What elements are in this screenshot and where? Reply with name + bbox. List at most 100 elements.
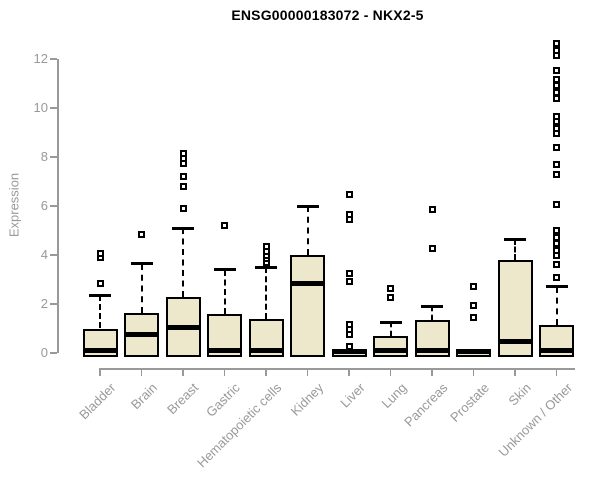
outlier-pancreas <box>428 245 436 253</box>
outlier-breast <box>179 204 187 212</box>
outlier-liver <box>345 191 353 199</box>
y-tick-label: 10 <box>33 100 48 115</box>
x-axis-tick <box>555 368 558 376</box>
median-liver <box>331 349 367 355</box>
x-tick-label-pancreas: Pancreas <box>401 380 451 430</box>
outlier-liver <box>345 343 353 351</box>
x-axis-tick <box>472 368 475 376</box>
y-axis-tick <box>50 205 57 207</box>
x-axis-tick <box>431 368 433 376</box>
outlier-unknown-other <box>553 76 560 84</box>
x-axis-tick <box>223 368 226 376</box>
x-tick-label-bladder: Bladder <box>76 380 119 423</box>
median-gastric <box>207 348 242 354</box>
box-kidney <box>290 255 325 357</box>
outlier-unknown-other <box>553 82 560 90</box>
outlier-unknown-other <box>553 143 560 151</box>
box-lung <box>373 335 408 357</box>
outlier-breast <box>179 182 187 190</box>
whisker-cap-lung <box>379 320 402 324</box>
whisker-gastric <box>223 269 226 314</box>
x-tick-label-prostate: Prostate <box>447 380 493 425</box>
outlier-unknown-other <box>553 240 560 248</box>
y-axis-tick <box>50 107 57 109</box>
median-prostate <box>456 349 491 355</box>
x-axis-tick <box>265 368 267 376</box>
whisker-cap-unknown-other <box>545 285 568 289</box>
outlier-bladder <box>96 250 104 258</box>
whisker-kidney <box>306 206 309 255</box>
median-brain <box>124 332 159 338</box>
outlier-bladder <box>96 279 104 287</box>
y-tick-label: 12 <box>33 51 48 66</box>
whisker-skin <box>514 239 516 260</box>
outlier-unknown-other <box>553 273 560 281</box>
y-tick-label: 0 <box>40 345 48 360</box>
y-axis-tick <box>50 303 57 305</box>
whisker-cap-pancreas <box>421 304 443 308</box>
whisker-pancreas <box>431 306 433 320</box>
outlier-unknown-other <box>553 66 560 74</box>
outlier-unknown-other <box>553 46 560 54</box>
outlier-unknown-other <box>553 160 560 168</box>
outlier-prostate <box>470 301 477 309</box>
whisker-breast <box>182 228 184 297</box>
outlier-prostate <box>470 313 477 321</box>
outlier-lung <box>387 294 394 302</box>
outlier-liver <box>345 321 353 329</box>
median-kidney <box>290 280 325 286</box>
x-tick-label-lung: Lung <box>378 380 410 412</box>
x-tick-label-breast: Breast <box>164 380 202 418</box>
outlier-hematopoietic-cells <box>262 242 270 250</box>
whisker-cap-brain <box>130 262 153 266</box>
median-skin <box>497 339 533 345</box>
whisker-cap-hematopoietic-cells <box>255 265 277 269</box>
outlier-unknown-other <box>553 246 560 254</box>
outlier-unknown-other <box>553 125 560 133</box>
y-axis-line <box>57 59 59 353</box>
y-axis-tick <box>50 156 57 158</box>
outlier-unknown-other <box>553 170 560 178</box>
x-tick-label-kidney: Kidney <box>287 380 327 419</box>
y-tick-label: 4 <box>40 247 48 262</box>
outlier-breast <box>179 173 187 181</box>
whisker-cap-bladder <box>89 293 111 297</box>
median-pancreas <box>414 348 450 354</box>
outlier-breast <box>179 149 187 157</box>
median-bladder <box>82 348 118 354</box>
whisker-cap-breast <box>172 226 194 230</box>
y-tick-label: 2 <box>40 296 48 311</box>
whisker-brain <box>140 263 143 313</box>
outlier-unknown-other <box>553 227 560 234</box>
outlier-brain <box>138 230 145 238</box>
outlier-pancreas <box>428 206 436 214</box>
whisker-cap-skin <box>504 237 526 241</box>
x-axis-tick <box>140 368 143 376</box>
x-tick-label-liver: Liver <box>337 380 368 411</box>
x-axis-tick <box>306 368 309 376</box>
x-axis-line <box>99 368 575 370</box>
y-axis-tick <box>50 254 57 256</box>
x-tick-label-gastric: Gastric <box>203 380 244 420</box>
outlier-unknown-other <box>553 39 560 47</box>
outlier-liver <box>345 278 353 286</box>
x-tick-label-brain: Brain <box>128 380 161 413</box>
y-tick-label: 8 <box>40 149 48 164</box>
y-axis-tick <box>50 352 57 354</box>
whisker-hematopoietic-cells <box>265 267 267 319</box>
outlier-prostate <box>470 283 477 291</box>
median-breast <box>165 324 201 330</box>
x-tick-label-unknown-other: Unknown / Other <box>495 380 576 460</box>
x-tick-label-skin: Skin <box>505 380 534 409</box>
whisker-bladder <box>99 295 101 329</box>
whisker-cap-kidney <box>296 204 319 208</box>
median-hematopoietic-cells <box>248 348 284 354</box>
median-unknown-other <box>539 348 574 354</box>
x-axis-tick <box>182 368 184 376</box>
outlier-gastric <box>221 222 228 230</box>
outlier-liver <box>345 211 353 219</box>
x-axis-tick <box>514 368 516 376</box>
y-axis-tick <box>50 58 57 60</box>
outlier-unknown-other <box>553 94 560 102</box>
